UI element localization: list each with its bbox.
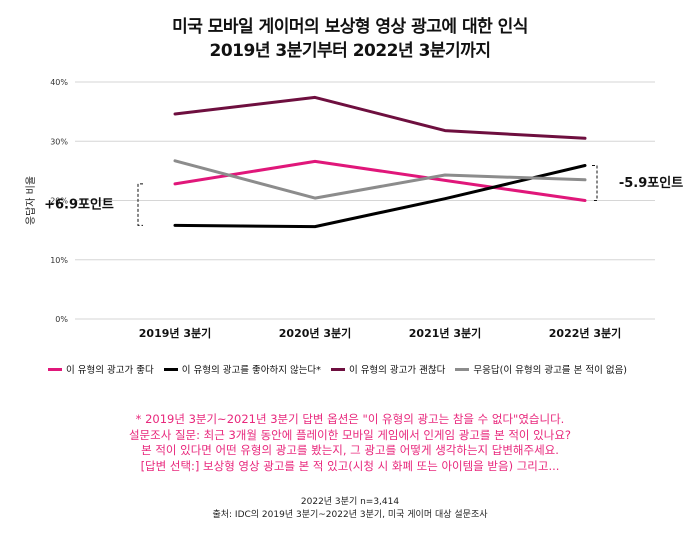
legend-label: 이 유형의 광고가 좋다: [66, 365, 154, 376]
y-tick-label: 20%: [50, 197, 68, 206]
footnote-line: [답변 선택:] 보상형 영상 광고를 본 적 있고(시청 시 화폐 또는 아이…: [140, 458, 560, 473]
legend-item: 이 유형의 광고가 좋다: [48, 362, 154, 376]
legend-swatch: [455, 367, 470, 371]
series-line-1: [173, 164, 587, 229]
footnote-line: 설문조사 질문: 최근 3개월 동안에 플레이한 모바일 게임에서 인게임 광고…: [128, 427, 572, 442]
legend-label: 무응답(이 유형의 광고를 본 적이 없음): [473, 365, 628, 376]
annotation-right: -5.9포인트: [619, 175, 683, 191]
footnote-line: 본 적이 있다면 어떤 유형의 광고를 봤는지, 그 광고를 어떻게 생각하는지…: [141, 443, 559, 457]
y-tick-label: 30%: [50, 137, 68, 146]
footnotes: * 2019년 3분기~2021년 3분기 답변 옵션은 "이 유형의 광고는 …: [0, 412, 700, 474]
y-tick-label: 0%: [55, 315, 68, 324]
source-credit: 출처: IDC의 2019년 3분기~2022년 3분기, 미국 게이머 대상 …: [212, 510, 488, 520]
sample-size: 2022년 3분기 n=3,414: [300, 497, 400, 507]
y-tick-label: 40%: [50, 78, 68, 87]
legend-item: 이 유형의 광고를 좋아하지 않는다*: [163, 362, 321, 376]
legend: 이 유형의 광고가 좋다 이 유형의 광고를 좋아하지 않는다* 이 유형의 광고가…: [48, 362, 688, 376]
x-tick-label: 2020년 3분기: [279, 326, 351, 340]
series-line-0: [173, 159, 587, 202]
annotation-left: +6.9포인트: [44, 197, 114, 213]
bracket-right: [592, 165, 598, 201]
x-tick-label: 2019년 3분기: [139, 326, 211, 340]
legend-label: 이 유형의 광고가 괜찮다: [348, 365, 446, 376]
bracket-left: [137, 183, 143, 226]
series-line-3: [173, 159, 587, 200]
legend-item: 이 유형의 광고가 괜찮다: [330, 362, 446, 376]
y-tick-label: 10%: [50, 256, 68, 265]
chart-title-line2: 2019년 3분기부터 2022년 3분기까지: [209, 41, 491, 61]
legend-swatch: [163, 367, 178, 371]
legend-swatch: [48, 367, 62, 371]
x-tick-label: 2022년 3분기: [549, 326, 621, 340]
legend-label: 이 유형의 광고를 좋아하지 않는다*: [181, 365, 321, 376]
series-line-2: [173, 95, 587, 140]
legend-swatch: [330, 367, 345, 371]
y-axis-title: 응답자 비율: [25, 176, 37, 225]
footnote-line: * 2019년 3분기~2021년 3분기 답변 옵션은 "이 유형의 광고는 …: [135, 412, 565, 426]
chart-title-line1: 미국 모바일 게이머의 보상형 영상 광고에 대한 인식: [172, 17, 528, 37]
legend-item: 무응답(이 유형의 광고를 본 적이 없음): [455, 362, 627, 376]
line-chart: 0% 10% 20% 30% 40% 응답자 비율 2019년 3분기 2020년 3분기 20…: [25, 78, 683, 340]
x-tick-label: 2021년 3분기: [409, 326, 481, 340]
